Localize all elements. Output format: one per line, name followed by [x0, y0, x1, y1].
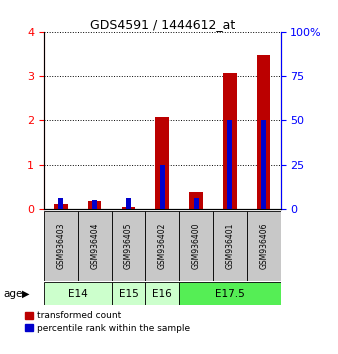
- Title: GDS4591 / 1444612_at: GDS4591 / 1444612_at: [90, 18, 235, 31]
- Text: ▶: ▶: [22, 289, 29, 299]
- Bar: [155, 117, 169, 209]
- Bar: [223, 73, 237, 209]
- Text: GSM936406: GSM936406: [259, 223, 268, 269]
- Bar: [112, 211, 145, 281]
- Text: E15: E15: [119, 289, 138, 299]
- Bar: [261, 120, 266, 209]
- Bar: [179, 211, 213, 281]
- Bar: [145, 282, 179, 305]
- Bar: [160, 165, 165, 209]
- Bar: [88, 201, 101, 209]
- Bar: [189, 193, 203, 209]
- Bar: [44, 211, 78, 281]
- Bar: [145, 211, 179, 281]
- Bar: [193, 198, 198, 209]
- Bar: [213, 211, 247, 281]
- Text: GSM936405: GSM936405: [124, 223, 133, 269]
- Text: GSM936401: GSM936401: [225, 223, 234, 269]
- Bar: [179, 282, 281, 305]
- Legend: transformed count, percentile rank within the sample: transformed count, percentile rank withi…: [25, 312, 191, 333]
- Text: E14: E14: [68, 289, 88, 299]
- Bar: [112, 282, 145, 305]
- Text: GSM936402: GSM936402: [158, 223, 167, 269]
- Bar: [122, 207, 135, 209]
- Text: GSM936403: GSM936403: [56, 223, 65, 269]
- Text: GSM936404: GSM936404: [90, 223, 99, 269]
- Bar: [78, 211, 112, 281]
- Bar: [54, 205, 68, 209]
- Bar: [44, 282, 112, 305]
- Bar: [247, 211, 281, 281]
- Text: age: age: [3, 289, 23, 299]
- Text: E17.5: E17.5: [215, 289, 245, 299]
- Bar: [92, 200, 97, 209]
- Bar: [126, 198, 131, 209]
- Text: GSM936400: GSM936400: [192, 223, 200, 269]
- Text: E16: E16: [152, 289, 172, 299]
- Bar: [58, 198, 64, 209]
- Bar: [257, 55, 270, 209]
- Bar: [227, 120, 232, 209]
